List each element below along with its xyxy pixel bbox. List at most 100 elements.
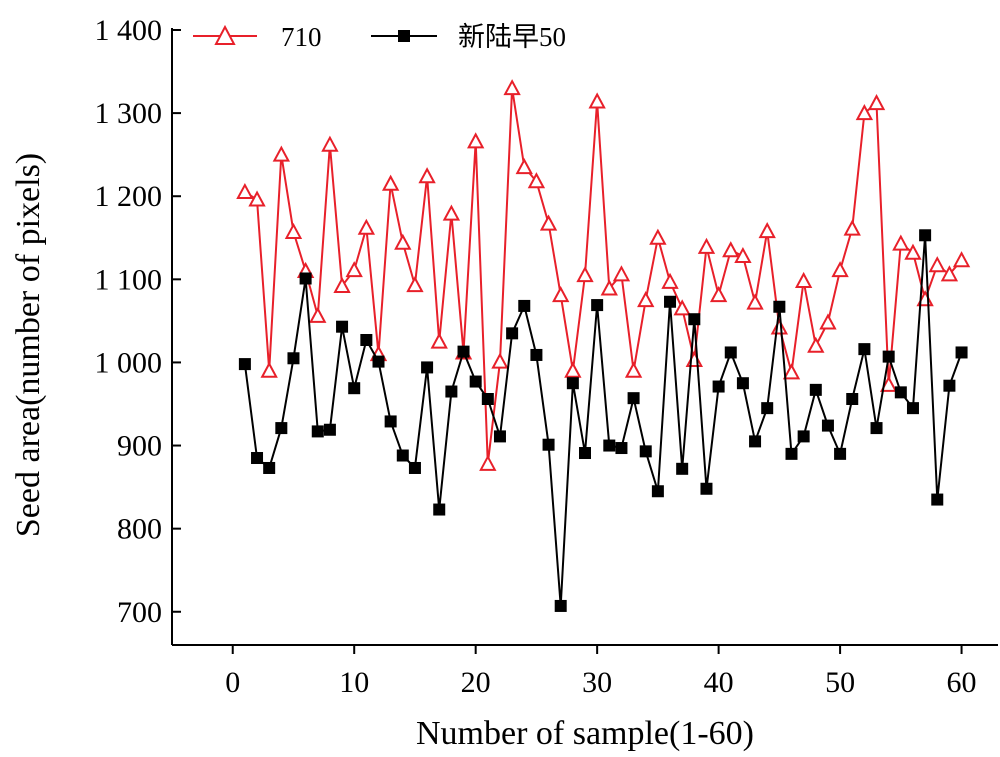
series-1-point [758, 222, 776, 239]
series-2-point [603, 439, 616, 452]
series-2-point [712, 380, 725, 393]
series-2-point [323, 423, 336, 436]
series-2-point [931, 493, 944, 506]
series-2-point [408, 461, 421, 474]
x-tick-label: 10 [339, 666, 369, 699]
series-2-point [506, 327, 519, 340]
x-tick-label: 20 [461, 666, 491, 699]
series-2-point [554, 599, 567, 612]
series-2-point [566, 377, 579, 390]
x-tick-label: 0 [225, 666, 240, 699]
series-1-point [588, 92, 606, 109]
series-2-point [736, 377, 749, 390]
series-1-point [855, 103, 874, 121]
series-2-point [846, 393, 859, 405]
series-1-point [880, 375, 898, 392]
series-2-point [518, 299, 531, 312]
series-1-point [236, 182, 254, 200]
series-2-point [797, 430, 810, 443]
series-1-point [527, 172, 546, 189]
series-2-point [287, 352, 300, 365]
legend-item-series-2: 新陆早50 [371, 22, 566, 52]
series-1-line [244, 88, 963, 464]
series-2-point [809, 383, 822, 396]
series-1-point [394, 233, 412, 250]
series-1-point [333, 276, 351, 293]
series-2-point [263, 461, 276, 474]
series-1-point [260, 361, 278, 378]
legend-label-series-1: 710 [281, 22, 322, 52]
legend-label-series-2: 新陆早50 [458, 22, 566, 52]
series-2-point [433, 503, 446, 516]
series-1-point [843, 219, 861, 236]
series-2-point [639, 445, 652, 458]
y-tick-label: 900 [117, 430, 162, 463]
series-2-point [785, 447, 798, 460]
series-2-point [894, 386, 907, 399]
series-2-point [943, 379, 956, 392]
x-tick-label: 60 [947, 666, 977, 699]
series-2-point [724, 346, 737, 359]
series-1-point [734, 246, 752, 264]
y-axis-title: Seed area(number of pixels) [10, 153, 47, 537]
series-2-point [481, 393, 494, 405]
series-1-point [697, 237, 716, 254]
series-2-point [955, 346, 968, 359]
series-1-point [612, 265, 631, 282]
series-2-point [591, 299, 604, 312]
legend-marker-series-1 [214, 24, 236, 45]
y-tick-label: 1 300 [95, 97, 163, 130]
series-2-point [579, 447, 591, 460]
series-1-point [467, 132, 485, 149]
series-2-point [821, 419, 834, 432]
x-axis-title: Number of sample(1-60) [416, 715, 754, 752]
series-1-point [248, 190, 266, 207]
series-1-point [479, 454, 497, 471]
series-2-point [469, 375, 482, 388]
series-2-point [542, 438, 555, 451]
series-1-point [746, 293, 764, 310]
x-tick-label: 40 [704, 666, 734, 699]
x-tick-label: 30 [582, 666, 612, 699]
series-2-point [336, 320, 349, 333]
series-1-point [892, 234, 910, 251]
series-1-point [515, 158, 533, 175]
series-2-point [664, 295, 677, 308]
series-2-point [870, 422, 883, 435]
legend: 710 新陆早50 [193, 22, 566, 52]
series-2-point [457, 345, 470, 358]
series-1-point [661, 272, 679, 289]
series-2-point [275, 422, 288, 435]
series-2-point [834, 447, 847, 460]
series-2-point [882, 350, 895, 363]
series-1-point [600, 279, 618, 296]
series-1-point [284, 222, 303, 239]
series-1-point [867, 94, 886, 111]
series-1-point [782, 363, 801, 380]
y-tick-label: 1 400 [95, 14, 163, 47]
series-1-point [807, 336, 825, 353]
series-1-point [770, 318, 789, 335]
series-1-point [357, 218, 376, 235]
series-1-point [673, 299, 691, 316]
y-tick-label: 700 [117, 596, 162, 629]
series-2-point [372, 355, 385, 368]
series-2-point [238, 358, 251, 371]
series-1-point [709, 286, 728, 303]
series-2-point [858, 343, 871, 356]
series-1-point [309, 306, 327, 323]
series-2-point [360, 333, 373, 346]
series-2-point [651, 485, 664, 498]
series-1-point [272, 145, 290, 162]
series-1-point [928, 256, 946, 273]
series-1-point [794, 271, 813, 288]
series-2-point [421, 361, 434, 374]
series-1-point [819, 313, 837, 330]
series-2-point [396, 449, 409, 462]
series-1-point [576, 266, 594, 283]
series-1-point [904, 243, 922, 260]
series-1-point [418, 167, 436, 184]
y-tick-label: 1 000 [95, 346, 163, 379]
series-2-point [530, 348, 543, 361]
